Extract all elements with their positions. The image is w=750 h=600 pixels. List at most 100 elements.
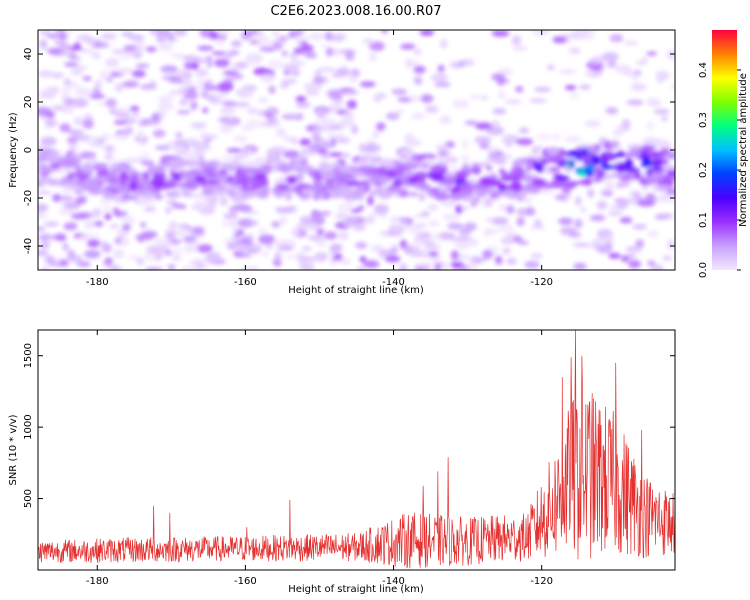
heatmap-cell	[419, 30, 435, 36]
heatmap-cell	[609, 205, 626, 210]
heatmap-cell	[134, 41, 145, 52]
heatmap-cell	[589, 214, 606, 222]
heatmap-cell	[189, 193, 206, 199]
heatmap-cell	[526, 158, 536, 162]
heatmap-cell	[337, 203, 353, 213]
heatmap-cell	[101, 133, 111, 141]
heatmap-cell	[277, 164, 291, 172]
heatmap-cell	[61, 104, 74, 115]
colorbar-ticks: 0.0 0.1 0.2 0.3 0.4	[698, 62, 741, 278]
heatmap-cell	[589, 55, 606, 65]
heatmap-cell	[661, 116, 668, 122]
heatmap-cell	[633, 70, 642, 75]
heatmap-cell	[536, 133, 550, 141]
heatmap-cell	[437, 64, 445, 73]
heatmap-cell	[317, 66, 336, 73]
heatmap-cell	[530, 224, 546, 230]
heatmap-cell	[155, 145, 171, 151]
heatmap-cell	[105, 98, 117, 108]
snr-y-tick-label: 1500	[23, 343, 34, 368]
heatmap-cell	[662, 255, 672, 261]
heatmap-cell	[587, 188, 595, 198]
heatmap-cell	[202, 107, 209, 114]
heatmap-cell	[505, 138, 512, 148]
heatmap-x-tick-label: -140	[382, 277, 405, 288]
heatmap-cell	[575, 196, 582, 206]
heatmap-cell	[136, 258, 145, 265]
heatmap-cell	[63, 201, 81, 210]
heatmap-cell	[285, 193, 292, 201]
heatmap-cell	[525, 206, 536, 216]
heatmap-cell	[168, 75, 184, 84]
heatmap-cell	[258, 97, 269, 103]
heatmap-cell	[378, 249, 387, 259]
heatmap-cell	[119, 194, 132, 200]
heatmap-cell	[428, 220, 440, 227]
heatmap-cell	[58, 208, 75, 215]
heatmap-cell	[450, 237, 467, 242]
heatmap-cell	[237, 88, 254, 99]
heatmap-cell	[245, 167, 261, 173]
heatmap-cell	[235, 174, 250, 182]
heatmap-cell	[619, 217, 632, 224]
heatmap-cell	[338, 258, 351, 265]
heatmap-cell	[195, 68, 209, 78]
heatmap-cell	[665, 170, 675, 177]
heatmap-cell	[410, 114, 428, 120]
heatmap-cell	[79, 174, 89, 180]
heatmap-cell	[344, 215, 361, 226]
heatmap-cell	[38, 203, 49, 212]
heatmap-cell	[412, 237, 430, 245]
heatmap-cell	[145, 46, 157, 53]
heatmap-cell	[297, 61, 306, 66]
heatmap-cell	[455, 204, 463, 214]
snr-y-ticks: 500 1000 1500	[23, 343, 675, 508]
heatmap-cell	[44, 121, 59, 125]
heatmap-cell	[471, 162, 481, 167]
heatmap-cell	[452, 99, 470, 109]
heatmap-cell	[379, 213, 387, 219]
heatmap-cell	[84, 182, 98, 192]
heatmap-cell	[257, 39, 275, 48]
heatmap-cell	[491, 30, 510, 37]
heatmap-cells	[38, 30, 675, 270]
heatmap-cell	[86, 239, 101, 248]
heatmap-cell	[166, 199, 176, 205]
heatmap-cell	[99, 73, 112, 80]
heatmap-cell	[512, 158, 525, 168]
heatmap-cell	[206, 251, 222, 262]
heatmap-cell	[233, 102, 251, 108]
heatmap-cell	[577, 179, 593, 185]
heatmap-cell	[523, 196, 534, 205]
heatmap-cell	[58, 42, 71, 52]
heatmap-cell	[173, 30, 188, 37]
heatmap-cell	[575, 30, 590, 38]
heatmap-cell	[287, 177, 297, 185]
heatmap-cell	[378, 190, 392, 200]
heatmap-cell	[135, 63, 150, 68]
heatmap-cell	[222, 100, 237, 107]
heatmap-x-axis-label: Height of straight line (km)	[288, 285, 424, 296]
snr-x-ticks: -180 -160 -140 -120	[86, 330, 553, 587]
heatmap-cell	[93, 162, 105, 172]
heatmap-cell	[289, 30, 305, 35]
heatmap-cell	[116, 229, 129, 237]
heatmap-cell	[656, 78, 664, 83]
heatmap-cell	[450, 164, 458, 171]
heatmap-cell	[276, 183, 290, 191]
heatmap-cell	[104, 154, 114, 161]
heatmap-cell	[351, 124, 358, 135]
heatmap-cell	[73, 117, 84, 126]
heatmap-cell	[315, 241, 328, 247]
heatmap-cell	[507, 189, 516, 200]
heatmap-cell	[486, 229, 501, 234]
heatmap-cell	[497, 89, 506, 100]
heatmap-cell	[462, 162, 470, 169]
heatmap-cell	[615, 162, 627, 173]
heatmap-cell	[649, 152, 665, 157]
heatmap-cell	[669, 84, 675, 90]
heatmap-cell	[345, 52, 355, 61]
heatmap-cell	[257, 30, 265, 38]
heatmap-cell	[62, 243, 69, 251]
